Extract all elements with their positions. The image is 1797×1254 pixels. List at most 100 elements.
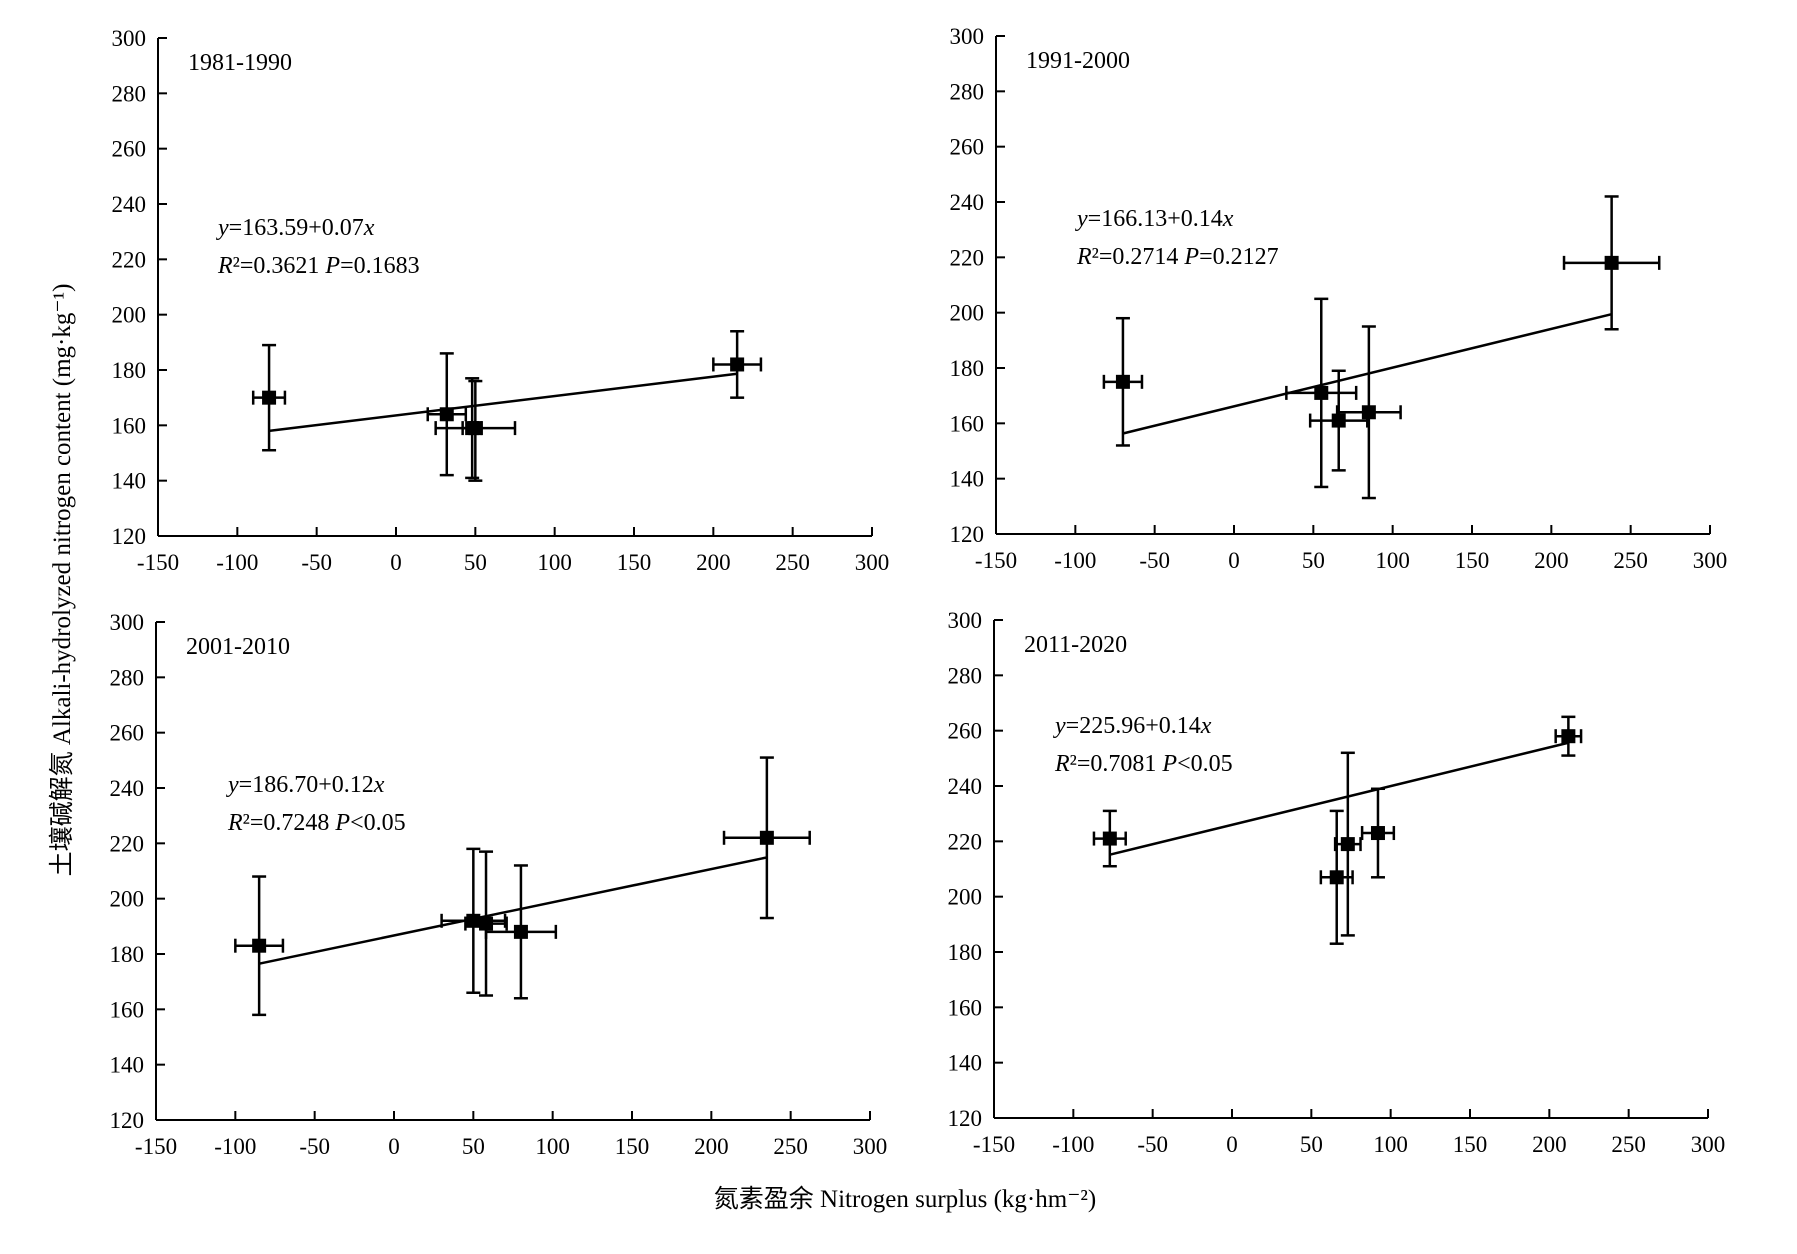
- y-tick-label: 280: [948, 663, 983, 688]
- x-tick-label: 300: [855, 550, 890, 575]
- x-tick-label: 200: [1532, 1132, 1567, 1157]
- y-tick-label: 300: [948, 608, 983, 633]
- panel-title: 1991-2000: [1026, 48, 1130, 74]
- x-tick-label: -50: [299, 1134, 330, 1159]
- y-tick-label: 160: [110, 997, 145, 1022]
- x-tick-label: -150: [975, 548, 1017, 573]
- data-point: [1115, 374, 1130, 389]
- x-tick-label: 250: [1611, 1132, 1646, 1157]
- panel-title: 1981-1990: [188, 50, 292, 76]
- y-axis-title: 土壤碱解氮 Alkali-hydrolyzed nitrogen content…: [48, 284, 76, 877]
- x-tick-label: 250: [775, 550, 810, 575]
- y-tick-label: 260: [948, 719, 983, 744]
- panel-title: 2011-2020: [1024, 632, 1127, 658]
- x-tick-label: -150: [973, 1132, 1015, 1157]
- data-point: [1361, 405, 1376, 420]
- y-tick-label: 140: [112, 469, 147, 494]
- regression-stats: R²=0.3621 P=0.1683: [217, 253, 420, 279]
- data-point: [730, 357, 745, 372]
- y-tick-label: 160: [112, 413, 147, 438]
- panel-1991-2000: 120 140 160 180 200 220 240 260 280 300 -150 -100 -5…: [950, 24, 1728, 573]
- x-tick-label: 100: [537, 550, 572, 575]
- x-tick-label: -100: [1052, 1132, 1094, 1157]
- data-point: [1370, 826, 1385, 841]
- x-tick-label: -100: [214, 1134, 256, 1159]
- x-tick-label: 150: [1455, 548, 1490, 573]
- y-tick-label: 260: [950, 135, 985, 160]
- x-tick-label: 100: [1373, 1132, 1408, 1157]
- y-tick-label: 260: [112, 137, 147, 162]
- x-tick-label: -50: [301, 550, 332, 575]
- regression-equation: y=166.13+0.14x: [1075, 206, 1234, 232]
- x-tick-label: 150: [617, 550, 652, 575]
- x-tick-label: -150: [137, 550, 179, 575]
- x-tick-label: -50: [1139, 548, 1170, 573]
- data-point: [1561, 729, 1576, 744]
- y-tick-label: 280: [112, 81, 147, 106]
- x-axis-title: 氮素盈余 Nitrogen surplus (kg·hm⁻²): [714, 1185, 1096, 1213]
- x-tick-label: 200: [1534, 548, 1569, 573]
- x-tick-label: 150: [615, 1134, 650, 1159]
- x-tick-label: -100: [216, 550, 258, 575]
- y-tick-label: 280: [110, 665, 145, 690]
- data-point: [439, 407, 454, 422]
- x-tick-label: 200: [696, 550, 731, 575]
- regression-stats: R²=0.7248 P<0.05: [227, 810, 406, 836]
- panel-2001-2010: 120 140 160 180 200 220 240 260 280 300 -150 -100 -5…: [110, 610, 888, 1159]
- panel-1981-1990: 120 140 160 180 200 220 240 260 280 300 -150 -100 -5…: [112, 26, 890, 575]
- x-tick-label: 250: [1613, 548, 1648, 573]
- x-tick-label: 300: [1691, 1132, 1726, 1157]
- data-point: [479, 916, 494, 931]
- y-tick-label: 180: [112, 358, 147, 383]
- x-tick-label: 50: [1302, 548, 1325, 573]
- y-tick-label: 200: [950, 301, 985, 326]
- x-tick-label: -50: [1137, 1132, 1168, 1157]
- panel-title: 2001-2010: [186, 634, 290, 660]
- y-tick-label: 240: [112, 192, 147, 217]
- data-point: [466, 913, 481, 928]
- y-tick-label: 180: [110, 942, 145, 967]
- y-tick-label: 300: [950, 24, 985, 49]
- x-tick-label: 200: [694, 1134, 729, 1159]
- data-point: [262, 390, 277, 405]
- x-tick-label: 50: [462, 1134, 485, 1159]
- x-tick-label: 0: [390, 550, 402, 575]
- fit-line: [258, 856, 768, 965]
- data-point: [513, 924, 528, 939]
- data-point: [1604, 255, 1619, 270]
- y-tick-label: 180: [948, 940, 983, 965]
- y-tick-label: 200: [110, 887, 145, 912]
- y-tick-label: 260: [110, 721, 145, 746]
- fit-line: [1122, 312, 1612, 435]
- data-point: [1331, 413, 1346, 428]
- x-tick-label: 100: [535, 1134, 570, 1159]
- fit-line: [1109, 741, 1569, 856]
- y-tick-label: 280: [950, 79, 985, 104]
- y-tick-label: 160: [948, 995, 983, 1020]
- y-tick-label: 120: [950, 522, 985, 547]
- data-point: [1340, 837, 1355, 852]
- regression-stats: R²=0.7081 P<0.05: [1054, 751, 1233, 777]
- y-tick-label: 120: [948, 1106, 983, 1131]
- data-point: [1314, 385, 1329, 400]
- y-tick-label: 200: [948, 885, 983, 910]
- y-tick-label: 240: [948, 774, 983, 799]
- y-tick-label: 140: [110, 1053, 145, 1078]
- x-tick-label: 0: [1226, 1132, 1238, 1157]
- y-tick-label: 180: [950, 356, 985, 381]
- x-tick-label: 250: [773, 1134, 808, 1159]
- regression-equation: y=186.70+0.12x: [226, 772, 385, 798]
- y-tick-label: 220: [112, 247, 147, 272]
- y-tick-label: 160: [950, 411, 985, 436]
- x-tick-label: 100: [1375, 548, 1410, 573]
- y-tick-label: 240: [110, 776, 145, 801]
- x-tick-label: 0: [388, 1134, 400, 1159]
- regression-stats: R²=0.2714 P=0.2127: [1076, 244, 1279, 270]
- x-tick-label: -150: [135, 1134, 177, 1159]
- fit-line: [268, 372, 738, 433]
- y-tick-label: 140: [950, 467, 985, 492]
- y-tick-label: 220: [110, 831, 145, 856]
- x-tick-label: 300: [1693, 548, 1728, 573]
- data-point: [1102, 831, 1117, 846]
- data-point: [252, 938, 267, 953]
